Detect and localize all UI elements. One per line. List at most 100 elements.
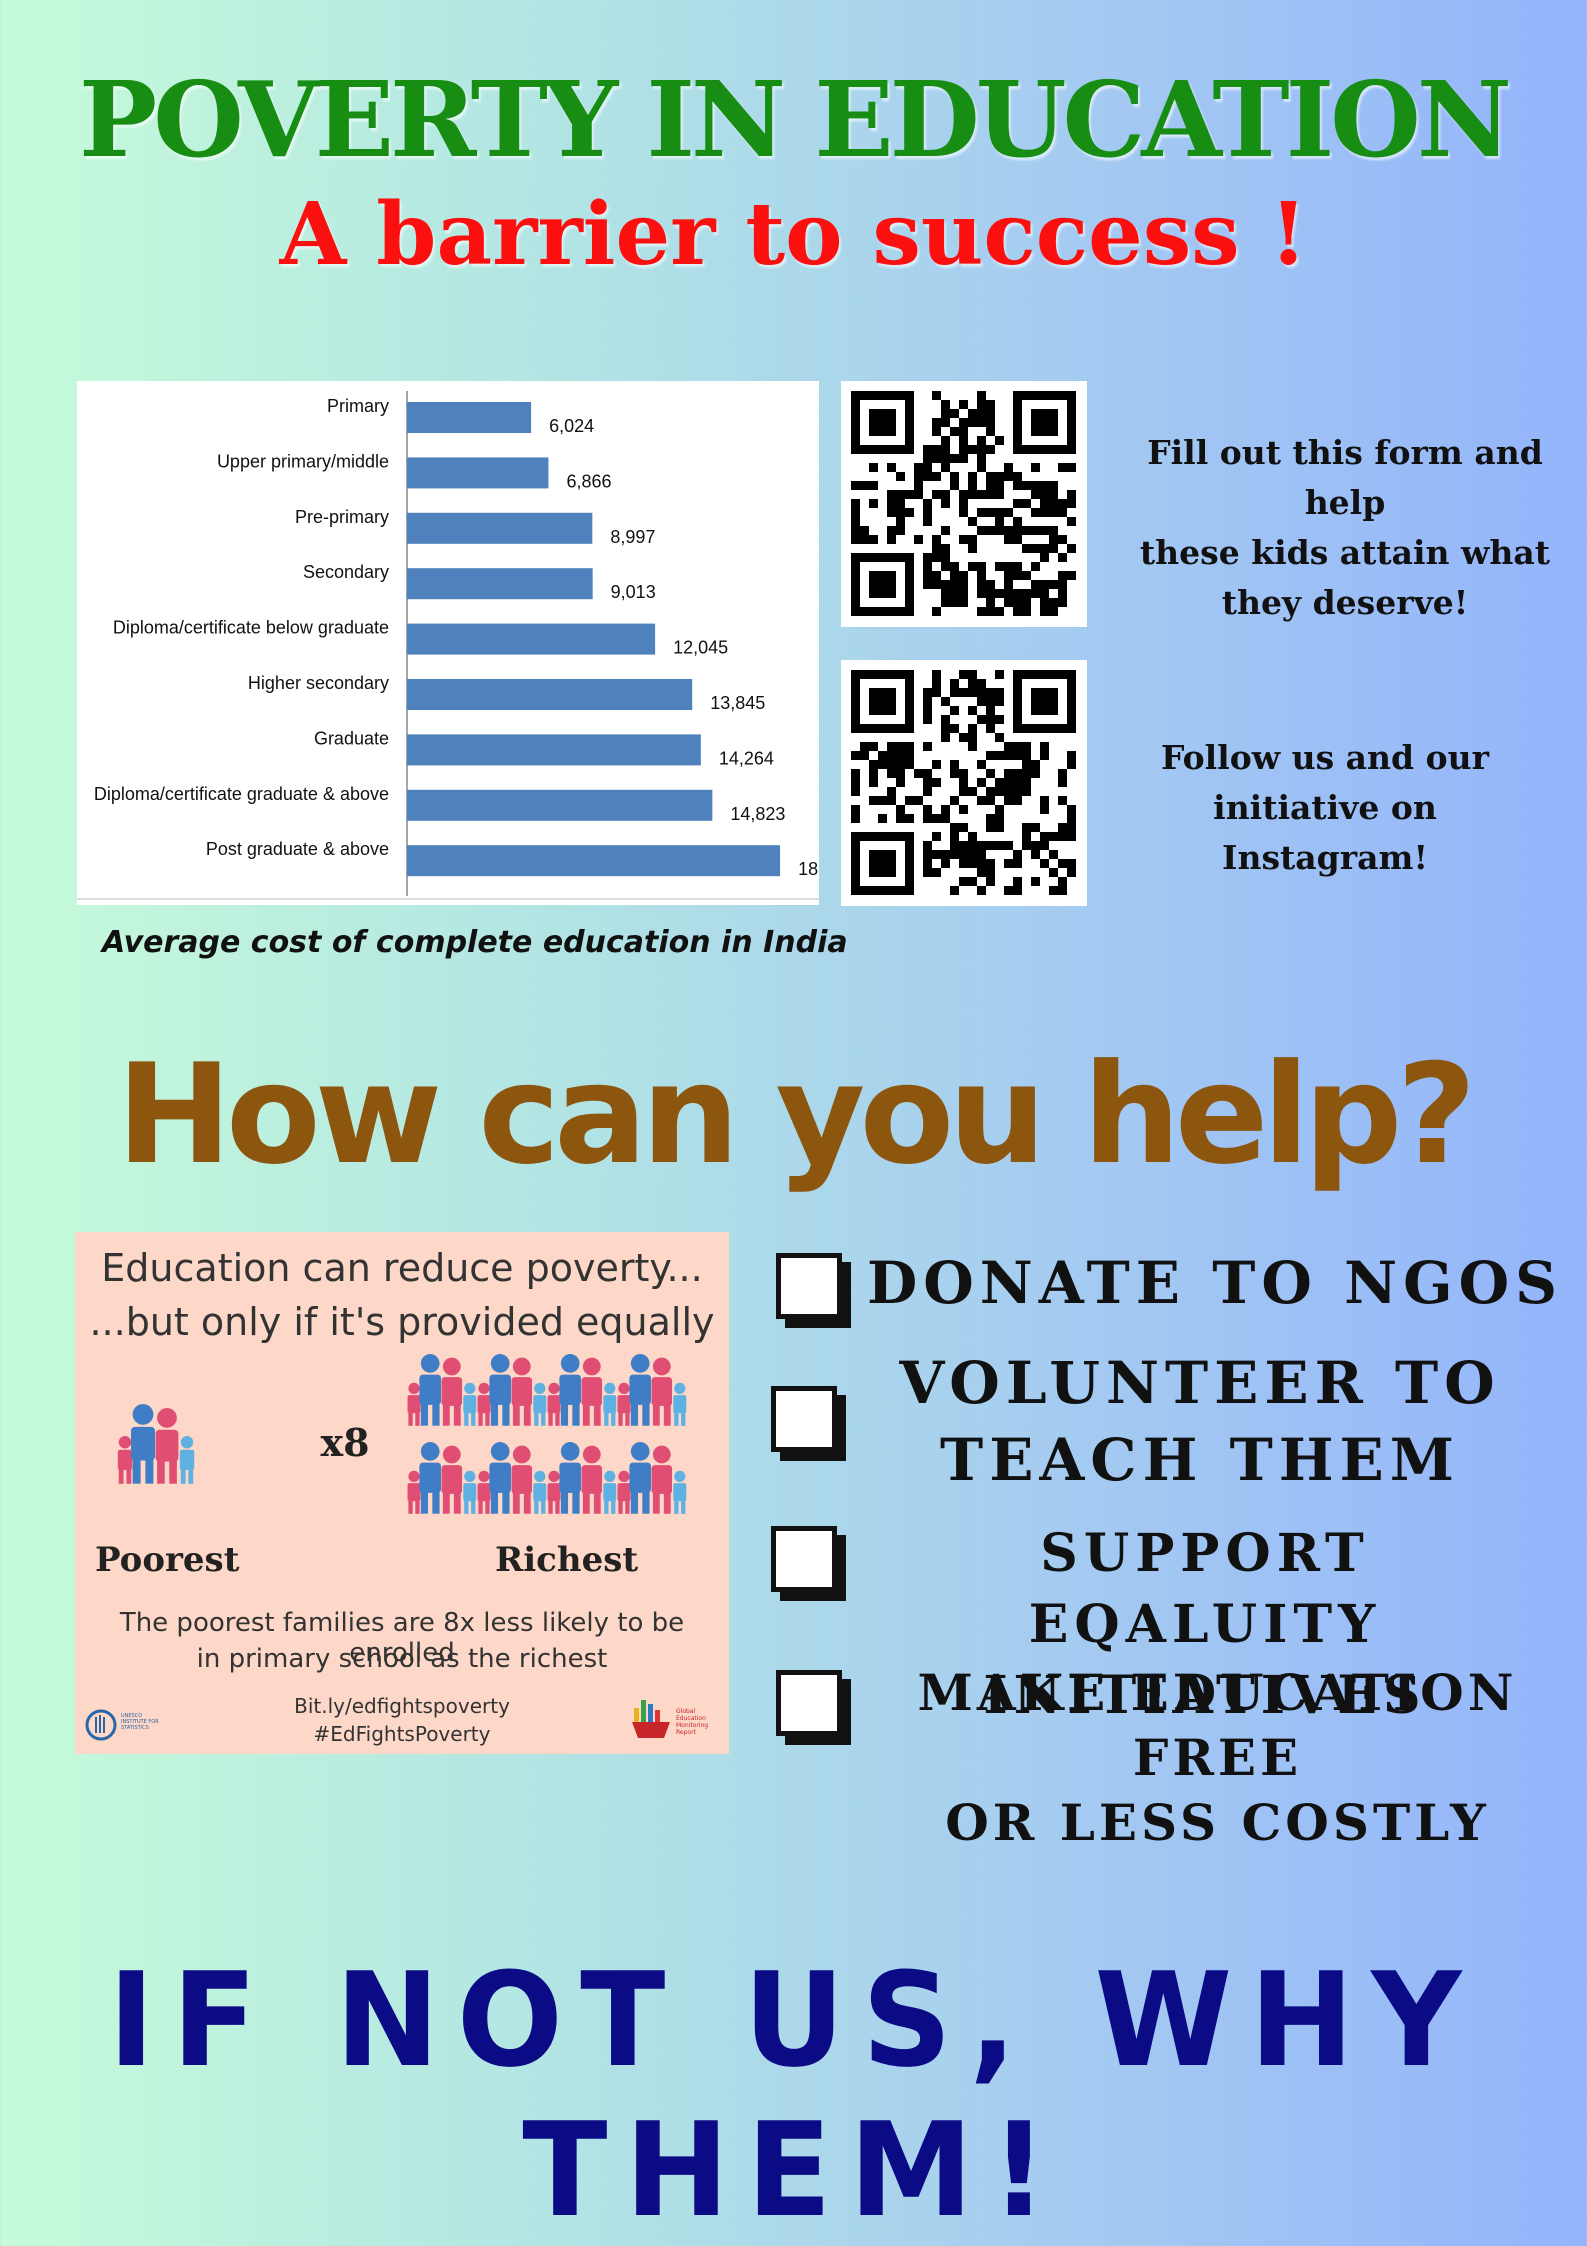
person-body: [407, 1483, 421, 1502]
qr-module: [995, 751, 1004, 760]
qr-module: [887, 769, 896, 778]
person-leg: [132, 1457, 141, 1484]
qr-module: [923, 445, 932, 454]
qr-module: [1004, 841, 1013, 850]
qr-module: [941, 454, 950, 463]
checkbox-volunteer[interactable]: [771, 1386, 837, 1452]
qr-module: [1004, 598, 1013, 607]
card-desc-1: The poorest families are 8x less likely …: [119, 1608, 685, 1668]
person-head: [478, 1382, 490, 1395]
qr-module: [1004, 535, 1013, 544]
qr-module: [950, 571, 959, 580]
page-title: POVERTY IN EDUCATION: [79, 58, 1512, 181]
qr-module: [887, 760, 896, 769]
person-head: [157, 1408, 177, 1428]
qr-module: [878, 814, 887, 823]
person-leg: [604, 1499, 609, 1514]
qr-module: [851, 481, 860, 490]
qr-module: [887, 508, 896, 517]
qr-module: [887, 499, 896, 508]
qr-module: [923, 697, 932, 706]
checkbox-donate[interactable]: [776, 1253, 842, 1319]
person-leg: [663, 1491, 671, 1514]
help-item-free-education: MAKE EDUCATION FREE OR LESS COSTLY: [855, 1660, 1580, 1855]
person-head: [512, 1445, 531, 1464]
qr-module: [1031, 850, 1040, 859]
qr-module: [1058, 796, 1067, 805]
qr-module: [1067, 463, 1076, 472]
qr-module: [869, 499, 878, 508]
qr-module: [959, 859, 968, 868]
qr-module: [959, 589, 968, 598]
qr-module: [959, 436, 968, 445]
qr-module: [950, 706, 959, 715]
qr-module: [1031, 490, 1040, 499]
help-item-line: DONATE TO NGOS: [866, 1249, 1564, 1317]
person-leg: [180, 1467, 186, 1484]
person-leg: [432, 1489, 440, 1514]
person-body: [463, 1483, 477, 1502]
qr-module: [986, 688, 995, 697]
qr-module: [1013, 472, 1022, 481]
unesco-logo: UNESCO INSTITUTE FOR STATISTICS: [85, 1707, 165, 1743]
qr-module: [923, 454, 932, 463]
form-qr-code[interactable]: [841, 381, 1087, 627]
qr-module: [986, 877, 995, 886]
qr-module: [914, 535, 923, 544]
person-leg: [652, 1403, 660, 1426]
qr-module: [1022, 760, 1031, 769]
qr-module: [914, 481, 923, 490]
qr-module: [932, 472, 941, 481]
qr-module: [959, 598, 968, 607]
qr-module: [1004, 526, 1013, 535]
person-head: [478, 1470, 490, 1483]
qr-module: [941, 526, 950, 535]
person-leg: [593, 1491, 601, 1514]
person-body: [559, 1374, 581, 1405]
qr-module: [977, 409, 986, 418]
person-body: [673, 1483, 687, 1502]
person-leg: [681, 1411, 686, 1426]
qr-module: [941, 814, 950, 823]
checkbox-support[interactable]: [771, 1526, 837, 1592]
person-head: [408, 1382, 420, 1395]
qr-module: [1031, 877, 1040, 886]
gem-report-logo-icon: [632, 1700, 670, 1738]
qr-module: [986, 814, 995, 823]
qr-module: [1040, 544, 1049, 553]
person-leg: [611, 1411, 616, 1426]
qr-module: [977, 391, 986, 400]
qr-finder-core: [869, 850, 896, 877]
qr-module: [923, 778, 932, 787]
qr-module: [1040, 859, 1049, 868]
qr-module: [923, 769, 932, 778]
instagram-qr-code[interactable]: [841, 660, 1087, 906]
qr-module: [1022, 589, 1031, 598]
qr-module: [932, 535, 941, 544]
card-link[interactable]: Bit.ly/edfightspoverty: [294, 1694, 510, 1718]
qr-module: [968, 877, 977, 886]
qr-module: [1040, 607, 1049, 616]
person-leg: [523, 1403, 531, 1426]
unesco-logo-icon: [85, 1709, 117, 1741]
qr-module: [1031, 589, 1040, 598]
qr-module: [941, 400, 950, 409]
person-leg: [534, 1499, 539, 1514]
qr-module: [1013, 517, 1022, 526]
person-leg: [548, 1411, 553, 1426]
checkbox-free-education[interactable]: [776, 1670, 842, 1736]
qr-module: [1013, 499, 1022, 508]
qr-module: [851, 526, 860, 535]
qr-module: [896, 805, 905, 814]
qr-module: [1031, 508, 1040, 517]
qr-module: [932, 778, 941, 787]
chart-bar: [407, 845, 781, 877]
qr-module: [1013, 589, 1022, 598]
qr-module: [896, 742, 905, 751]
person-leg: [464, 1499, 469, 1514]
card-desc-2: in primary school as the richest: [196, 1644, 608, 1674]
qr-module: [1067, 544, 1076, 553]
person-body: [489, 1374, 511, 1405]
qr-module: [851, 778, 860, 787]
qr-module: [977, 436, 986, 445]
